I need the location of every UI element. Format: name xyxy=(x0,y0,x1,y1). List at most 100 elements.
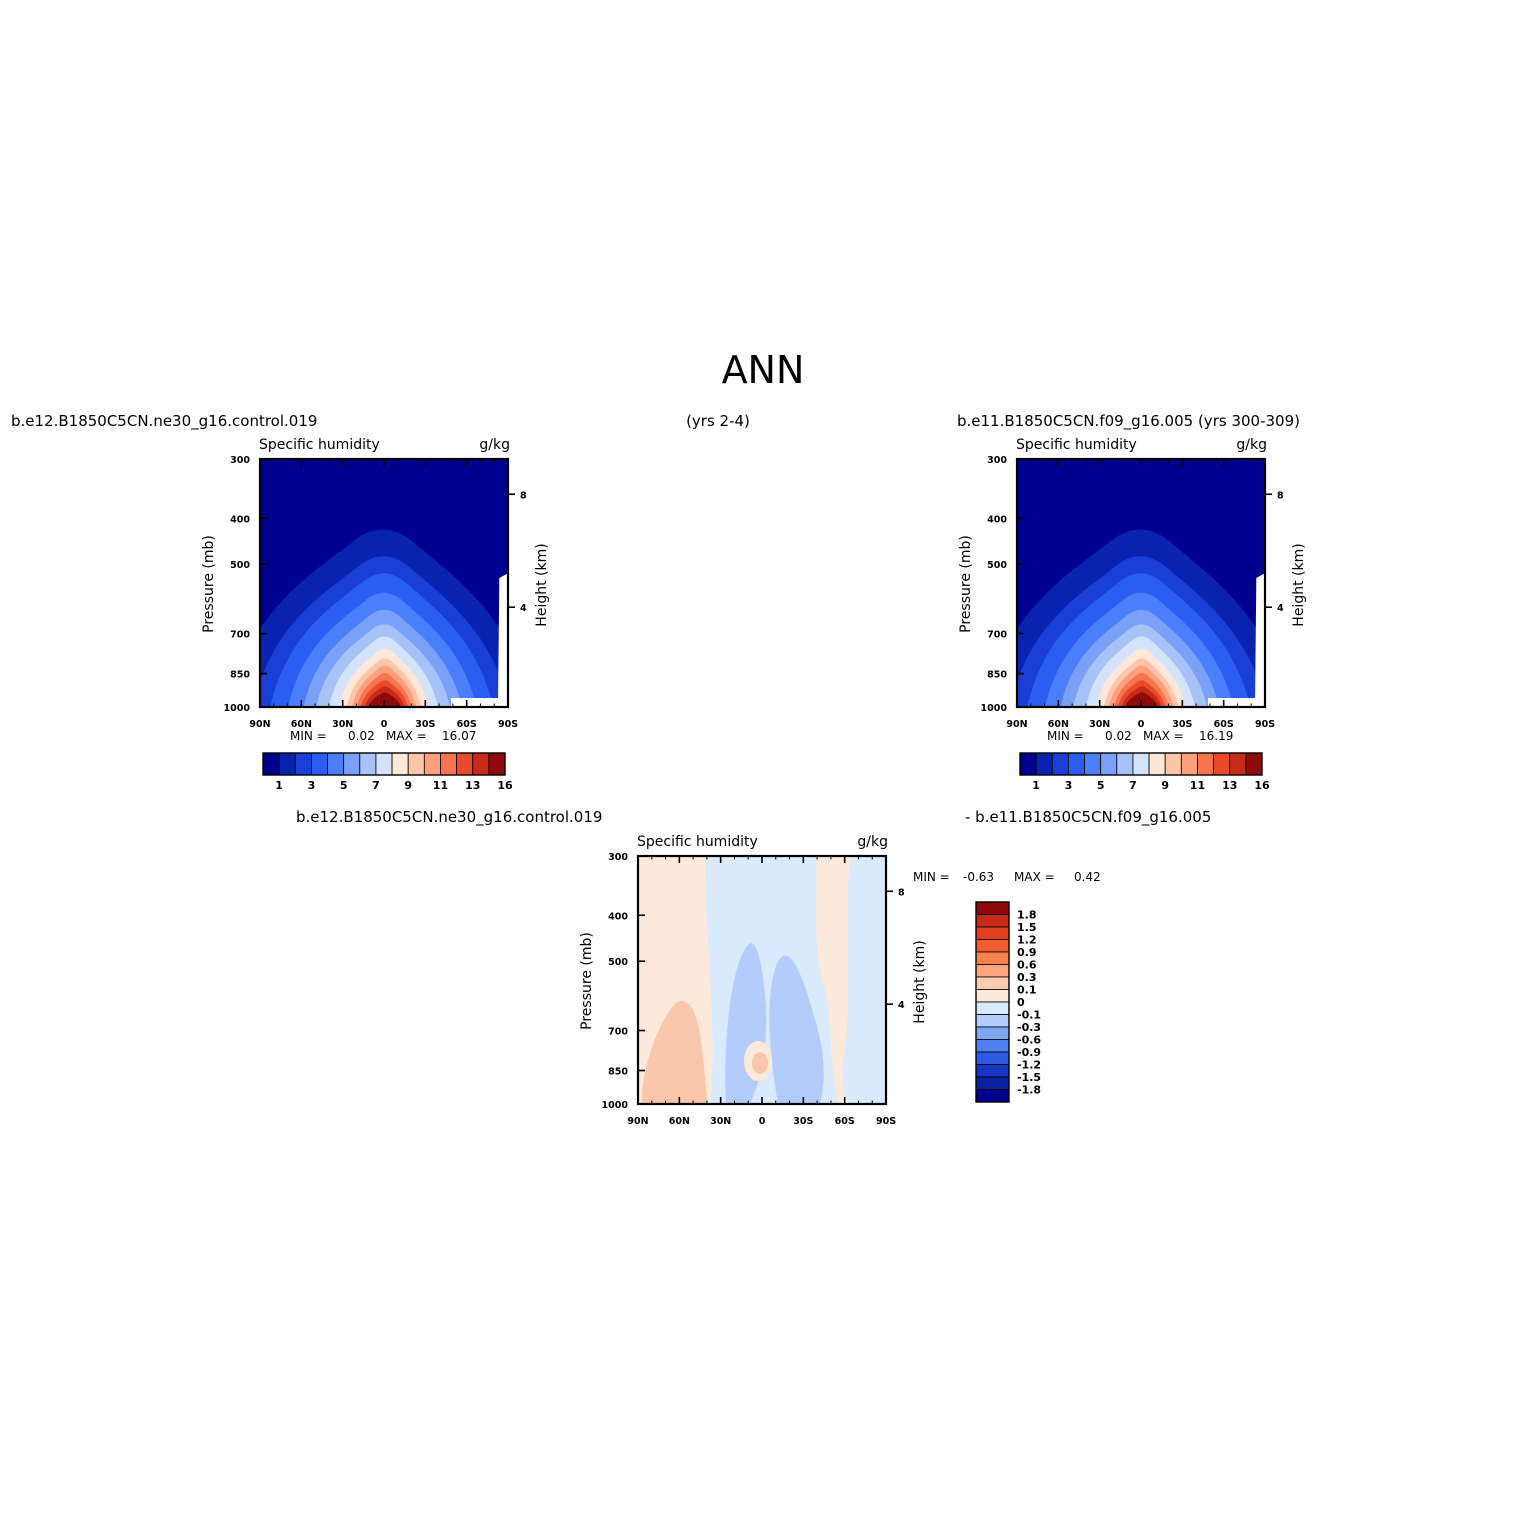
min-label: MIN = xyxy=(290,729,327,743)
colorbar-box xyxy=(472,752,490,776)
case1-label: b.e12.B1850C5CN.ne30_g16.control.019 xyxy=(11,412,317,431)
colorbar-box xyxy=(975,1001,1010,1015)
y-tick-label: 400 xyxy=(608,911,628,922)
y2-axis-label: Height (km) xyxy=(534,543,550,626)
level-pos-mid-nh xyxy=(641,1000,708,1104)
max-value: 0.42 xyxy=(1074,870,1101,884)
panel-case2: Specific humidity g/kg 90N 60N 30N 0 30S 60S 90S… xyxy=(958,437,1307,792)
min-value: -0.63 xyxy=(963,870,994,884)
colorbar-box xyxy=(975,1014,1010,1028)
colorbar-label: -0.3 xyxy=(1017,1021,1041,1034)
contour-level-14 xyxy=(1125,692,1158,707)
y-tick-label: 700 xyxy=(608,1027,628,1038)
contour-level-14 xyxy=(368,692,401,707)
x-tick-label: 30S xyxy=(415,719,435,730)
max-label: MAX = xyxy=(1014,870,1055,884)
y2-tick-label: 8 xyxy=(898,887,905,898)
y2-tick-label: 8 xyxy=(520,490,527,501)
colorbar-box xyxy=(359,752,377,776)
y-axis-label: Pressure (mb) xyxy=(201,535,217,633)
y2-axis-label: Height (km) xyxy=(912,940,928,1023)
colorbar-label: 1.5 xyxy=(1017,921,1037,934)
colorbar-box xyxy=(975,1089,1010,1103)
panel-title: Specific humidity xyxy=(1016,437,1137,453)
x-tick-label: 30N xyxy=(332,719,353,730)
case2-label: b.e11.B1850C5CN.f09_g16.005 (yrs 300-309… xyxy=(957,412,1300,431)
y2-tick-label: 8 xyxy=(1277,490,1284,501)
y-tick-label: 1000 xyxy=(224,703,251,714)
colorbar-label: 11 xyxy=(1190,779,1205,792)
colorbar-label: -0.1 xyxy=(1017,1009,1041,1022)
colorbar-label: 0.3 xyxy=(1017,971,1037,984)
colorbar-label: 16 xyxy=(497,779,513,792)
colorbar-label: -0.6 xyxy=(1017,1034,1041,1047)
colorbar-box xyxy=(456,752,474,776)
colorbar-box xyxy=(975,1039,1010,1053)
y-tick-label: 300 xyxy=(230,455,250,466)
colorbar-box xyxy=(294,752,312,776)
colorbar-box xyxy=(975,1076,1010,1090)
colorbar-frame xyxy=(975,901,1010,1103)
colorbar-box xyxy=(488,752,506,776)
panel-title: Specific humidity xyxy=(637,834,758,850)
contour-fill xyxy=(638,856,886,1104)
colorbar-box xyxy=(975,1064,1010,1078)
colorbar-label: 13 xyxy=(1222,779,1237,792)
x-tick-label: 30N xyxy=(1089,719,1110,730)
colorbar-label: 5 xyxy=(340,779,348,792)
colorbar-box xyxy=(975,926,1010,940)
diff-label-right: - b.e11.B1850C5CN.f09_g16.005 xyxy=(965,808,1211,827)
colorbar-box xyxy=(1180,752,1198,776)
min-label: MIN = xyxy=(1047,729,1084,743)
colorbar-label: 7 xyxy=(1129,779,1137,792)
colorbar-label: 9 xyxy=(1161,779,1169,792)
colorbar-label: 0.1 xyxy=(1017,984,1037,997)
colorbar-box xyxy=(1132,752,1150,776)
colorbar-label: 9 xyxy=(404,779,412,792)
level-neg-mid-2 xyxy=(769,955,824,1104)
min-value: 0.02 xyxy=(1105,729,1132,743)
colorbar-label: 1 xyxy=(1032,779,1040,792)
panel-units: g/kg xyxy=(857,834,888,850)
x-tick-label: 90N xyxy=(627,1116,648,1127)
panel-title: Specific humidity xyxy=(259,437,380,453)
colorbar-box xyxy=(423,752,441,776)
season-title: ANN xyxy=(722,348,805,392)
colorbar-box xyxy=(975,1026,1010,1040)
colorbar-box xyxy=(975,1051,1010,1065)
colorbar-box xyxy=(975,914,1010,928)
x-tick-label: 30N xyxy=(710,1116,731,1127)
x-tick-label: 90S xyxy=(1255,719,1275,730)
y-tick-label: 1000 xyxy=(602,1100,629,1111)
y2-axis-label: Height (km) xyxy=(1291,543,1307,626)
y2-tick-label: 4 xyxy=(898,1000,905,1011)
y-tick-label: 850 xyxy=(230,670,250,681)
colorbar-label: -1.8 xyxy=(1017,1084,1041,1097)
x-tick-label: 60N xyxy=(291,719,312,730)
colorbar-box xyxy=(440,752,458,776)
colorbar-box xyxy=(1116,752,1134,776)
max-value: 16.07 xyxy=(442,729,476,743)
x-tick-label: 0 xyxy=(381,719,388,730)
colorbar-label: 3 xyxy=(308,779,316,792)
colorbar-box xyxy=(1213,752,1231,776)
colorbar-box xyxy=(407,752,425,776)
x-tick-label: 90S xyxy=(498,719,518,730)
y-tick-label: 500 xyxy=(230,560,250,571)
colorbar-box xyxy=(262,752,280,776)
colorbar-box xyxy=(391,752,409,776)
colorbar-box xyxy=(278,752,296,776)
x-tick-label: 30S xyxy=(793,1116,813,1127)
panel-units: g/kg xyxy=(479,437,510,453)
colorbar-box xyxy=(375,752,393,776)
y-axis-label: Pressure (mb) xyxy=(579,932,595,1030)
colorbar-box xyxy=(975,964,1010,978)
colorbar-box xyxy=(975,939,1010,953)
missing-data-area xyxy=(450,573,508,707)
x-tick-label: 60S xyxy=(457,719,477,730)
colorbar-box xyxy=(1197,752,1215,776)
colorbar-box xyxy=(1164,752,1182,776)
colorbar-box xyxy=(975,951,1010,965)
contour-fill xyxy=(260,459,508,707)
